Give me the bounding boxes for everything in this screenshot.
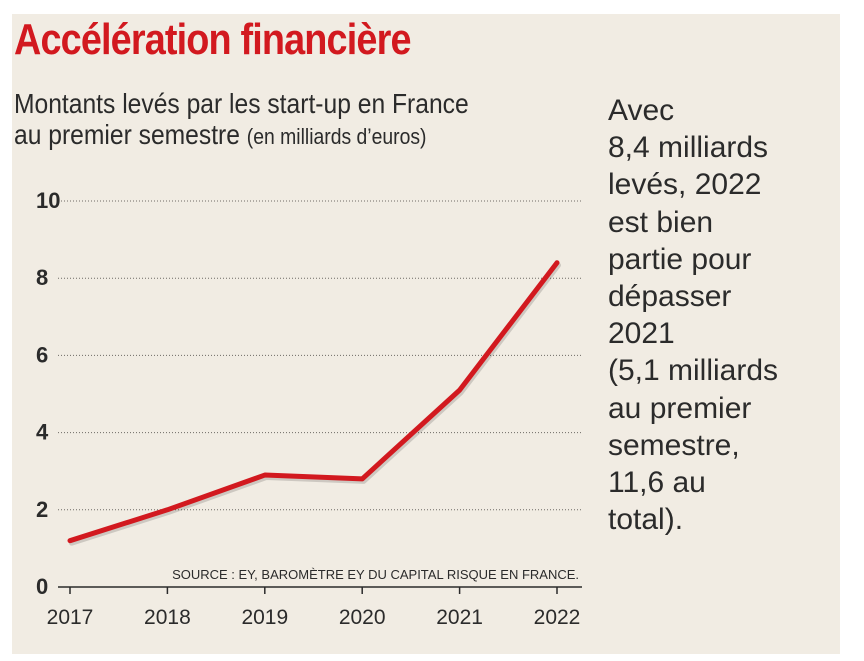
annotation-line: 11,6 au xyxy=(608,466,706,500)
x-tick-label: 2022 xyxy=(534,606,581,629)
y-tick-label: 8 xyxy=(36,265,48,290)
chart-subtitle: Montants levés par les start-up en Franc… xyxy=(14,88,469,152)
x-axis-ticks: 2017 2018 2019 2020 2021 2022 xyxy=(47,606,581,629)
source-note: SOURCE : EY, BAROMÈTRE EY DU CAPITAL RIS… xyxy=(172,567,579,582)
y-tick-label: 0 xyxy=(36,574,48,599)
annotation-line: 2021 xyxy=(608,317,675,351)
chart-title: Accélération financière xyxy=(14,15,411,64)
x-tick-label: 2020 xyxy=(339,606,386,629)
annotation-line: (5,1 milliards xyxy=(608,354,779,388)
annotation-line: semestre, xyxy=(608,428,740,462)
annotation-line: au premier xyxy=(608,391,752,425)
x-tick-label: 2017 xyxy=(47,606,94,629)
subtitle-line-2: au premier semestre (en milliards d’euro… xyxy=(14,119,469,152)
subtitle-line-2-text: au premier semestre xyxy=(14,119,240,150)
subtitle-unit: (en milliards d’euros) xyxy=(246,124,427,149)
annotation-line: dépasser xyxy=(608,280,732,314)
gridlines xyxy=(58,200,582,511)
annotation-text: Avec 8,4 milliards levés, 2022 est bien part… xyxy=(608,92,818,538)
series-line-shadow xyxy=(69,262,561,546)
annotation-line: levés, 2022 xyxy=(608,168,762,202)
y-tick-label: 4 xyxy=(36,420,49,445)
y-axis-ticks: 0 2 4 6 8 10 xyxy=(36,188,60,599)
annotation-line: Avec xyxy=(608,94,675,127)
x-tick-label: 2021 xyxy=(436,606,483,629)
annotation-line: total). xyxy=(608,503,684,537)
x-tick-label: 2019 xyxy=(241,606,288,629)
annotation-line: partie pour xyxy=(608,242,752,276)
x-axis xyxy=(58,586,582,594)
chart-card xyxy=(12,14,840,654)
series-line xyxy=(67,260,560,544)
series-layer xyxy=(67,260,561,546)
y-tick-label: 10 xyxy=(36,188,60,213)
annotation-line: est bien xyxy=(608,205,714,239)
annotation-line: 8,4 milliards xyxy=(608,131,769,165)
x-tick-label: 2018 xyxy=(144,606,191,629)
y-tick-label: 6 xyxy=(36,342,48,367)
subtitle-line-1: Montants levés par les start-up en Franc… xyxy=(14,88,469,119)
y-tick-label: 2 xyxy=(36,497,48,522)
